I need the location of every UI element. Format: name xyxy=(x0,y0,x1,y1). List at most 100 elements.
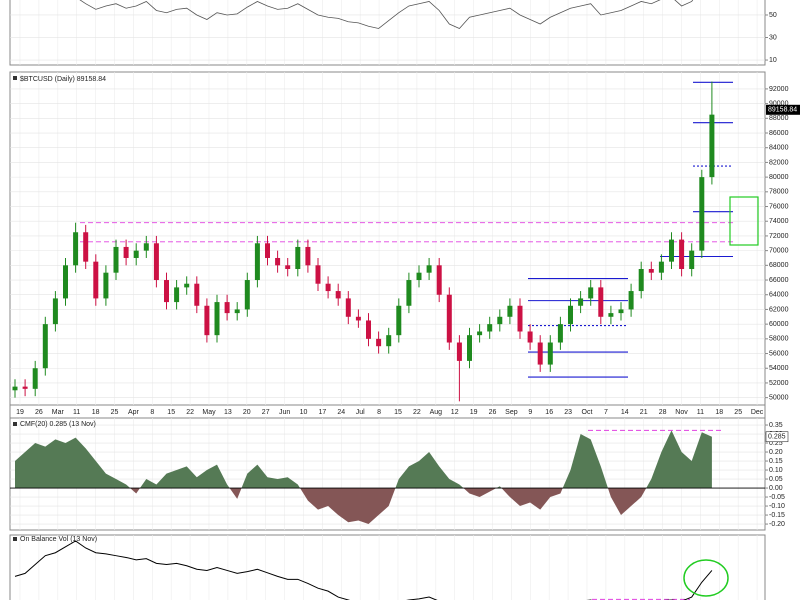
x-tick-label: 7 xyxy=(604,409,608,416)
price-frame xyxy=(9,71,766,419)
candle-body xyxy=(164,280,169,303)
axes: 19 26 Mar 11 18 25 Apr 8 15 22 May 13 20 27 Jun 10 17 24 J… xyxy=(16,12,800,528)
candle-body xyxy=(103,272,109,299)
x-tick-label: 26 xyxy=(35,409,43,416)
x-tick-label: 8 xyxy=(150,409,154,416)
y-tick-label: 52000 xyxy=(769,380,789,387)
candle-body xyxy=(527,331,533,343)
candle-body xyxy=(618,309,624,314)
y-tick-label: 58000 xyxy=(769,336,789,343)
candle-body xyxy=(153,243,159,281)
last-price-label: 89158.84 xyxy=(768,107,797,114)
candle-body xyxy=(568,305,573,325)
last-value-box xyxy=(765,431,789,443)
candle-body xyxy=(517,305,523,332)
candle-body xyxy=(598,287,604,317)
candle-body xyxy=(456,342,462,361)
candle-body xyxy=(487,324,493,332)
candle-body xyxy=(467,335,472,361)
candle-body xyxy=(658,261,664,273)
candle-body xyxy=(184,283,190,288)
x-tick-label: 28 xyxy=(659,409,667,416)
candle-body xyxy=(315,265,321,284)
x-tick-label: 27 xyxy=(262,409,270,416)
y-tick-label: 92000 xyxy=(769,86,789,93)
y-tick-label: 54000 xyxy=(769,365,789,372)
y-tick-label: -0.10 xyxy=(769,503,785,510)
line xyxy=(79,0,694,29)
candle-body xyxy=(578,298,584,306)
area-negative xyxy=(130,488,647,525)
candle-body xyxy=(345,298,351,317)
y-tick-label: 88000 xyxy=(769,115,789,122)
candle-body xyxy=(638,269,644,292)
x-tick-label: May xyxy=(202,409,216,416)
x-tick-label: 25 xyxy=(734,409,742,416)
candle-body xyxy=(305,246,311,266)
x-tick-label: 15 xyxy=(167,409,175,416)
candle-body xyxy=(608,313,614,317)
obv-title: On Balance Vol (13 Nov) xyxy=(20,536,97,543)
candle-body xyxy=(42,324,48,369)
y-tick-label: 0.10 xyxy=(769,467,783,474)
x-tick-label: Sep xyxy=(505,409,518,416)
candle-body xyxy=(285,265,291,270)
candle-body xyxy=(174,287,180,303)
x-tick-label: 12 xyxy=(451,409,459,416)
y-tick-label: 30 xyxy=(769,34,777,41)
candle-body xyxy=(497,316,503,325)
y-tick-label: 80000 xyxy=(769,174,789,181)
y-tick-label: 82000 xyxy=(769,159,789,166)
y-tick-label: 0.15 xyxy=(769,458,783,465)
y-tick-label: 70000 xyxy=(769,247,789,254)
candle-body xyxy=(325,283,331,292)
y-tick-label: 86000 xyxy=(769,130,789,137)
candle-body xyxy=(93,261,99,299)
candle-body xyxy=(335,291,341,299)
y-tick-label: 74000 xyxy=(769,218,789,225)
x-tick-label: 18 xyxy=(92,409,100,416)
obv-frame xyxy=(9,534,766,600)
x-tick-label: 24 xyxy=(337,409,345,416)
candle-body xyxy=(32,368,38,389)
rsi-plot xyxy=(10,0,765,65)
x-tick-label: Mar xyxy=(52,409,65,416)
x-tick-label: 19 xyxy=(470,409,478,416)
candle-body xyxy=(143,243,149,251)
candle-body xyxy=(52,298,58,325)
y-tick-label: 10 xyxy=(769,57,777,64)
cmf-frame xyxy=(9,417,766,531)
candle-body xyxy=(123,246,129,258)
x-tick-label: Jun xyxy=(279,409,290,416)
y-tick-label: -0.20 xyxy=(769,521,785,528)
y-tick-label: 0.20 xyxy=(769,449,783,456)
candle-body xyxy=(386,335,392,347)
x-tick-label: 25 xyxy=(111,409,119,416)
y-tick-label: 84000 xyxy=(769,145,789,152)
candle-body xyxy=(426,265,432,273)
candle-body xyxy=(214,302,220,336)
candle-body xyxy=(396,305,402,336)
x-tick-label: 23 xyxy=(564,409,572,416)
candle-body xyxy=(113,246,119,273)
candle-body xyxy=(244,280,250,310)
candle-body xyxy=(275,257,281,266)
y-tick-label: 90000 xyxy=(769,100,789,107)
x-tick-label: 11 xyxy=(73,409,80,416)
price-title: $BTCUSD (Daily) 89158.84 xyxy=(20,76,106,83)
y-tick-label: 62000 xyxy=(769,306,789,313)
y-tick-label: 50 xyxy=(769,12,777,19)
y-tick-label: 64000 xyxy=(769,292,789,299)
highlight-box xyxy=(729,196,759,246)
cmf-plot xyxy=(10,418,765,530)
x-tick-label: Jul xyxy=(356,409,365,416)
candle-body xyxy=(224,302,230,314)
y-tick-label: 72000 xyxy=(769,233,789,240)
x-tick-label: Dec xyxy=(751,409,764,416)
candle-body xyxy=(477,331,483,336)
y-tick-label: 0.35 xyxy=(769,422,783,429)
candle-body xyxy=(22,386,28,389)
x-tick-label: Nov xyxy=(675,409,688,416)
x-tick-label: 11 xyxy=(697,409,704,416)
